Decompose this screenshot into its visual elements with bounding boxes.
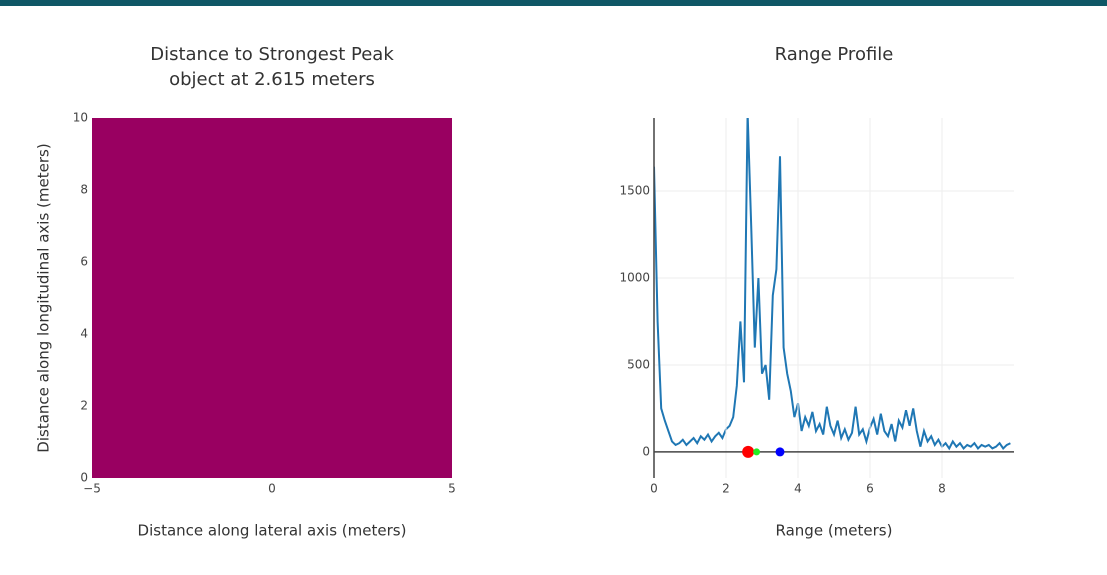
x-tick-label: 6 <box>866 482 874 496</box>
y-tick-label: 0 <box>80 471 88 485</box>
y-axis-label: Distance along longitudinal axis (meters… <box>35 143 53 452</box>
x-tick-label: 0 <box>268 482 276 496</box>
chart-title: Distance to Strongest Peak <box>150 44 394 65</box>
x-tick-label: 8 <box>938 482 946 496</box>
y-tick-label: 4 <box>80 327 88 341</box>
profile-line <box>654 118 1011 451</box>
x-tick-label: 4 <box>794 482 802 496</box>
y-tick-label: 6 <box>80 255 88 269</box>
x-axis-label: Range (meters) <box>776 522 893 540</box>
marker <box>742 445 755 458</box>
y-tick-label: 8 <box>80 183 88 197</box>
top-bar <box>0 0 1107 6</box>
marker <box>775 447 785 457</box>
x-tick-label: −5 <box>83 482 101 496</box>
x-tick-label: 0 <box>650 482 658 496</box>
marker <box>753 448 761 456</box>
x-tick-label: 2 <box>722 482 730 496</box>
plot-background <box>92 118 452 478</box>
y-tick-label: 500 <box>627 357 650 371</box>
y-tick-label: 1000 <box>619 271 650 285</box>
y-tick-label: 0 <box>642 444 650 458</box>
x-axis-label: Distance along lateral axis (meters) <box>138 522 407 540</box>
chart-title: Range Profile <box>775 44 894 65</box>
plot-area <box>654 118 1011 451</box>
x-tick-label: 5 <box>448 482 456 496</box>
y-tick-label: 10 <box>73 111 88 125</box>
y-tick-label: 2 <box>80 399 88 413</box>
chart-subtitle: object at 2.615 meters <box>169 69 375 90</box>
y-tick-label: 1500 <box>619 184 650 198</box>
